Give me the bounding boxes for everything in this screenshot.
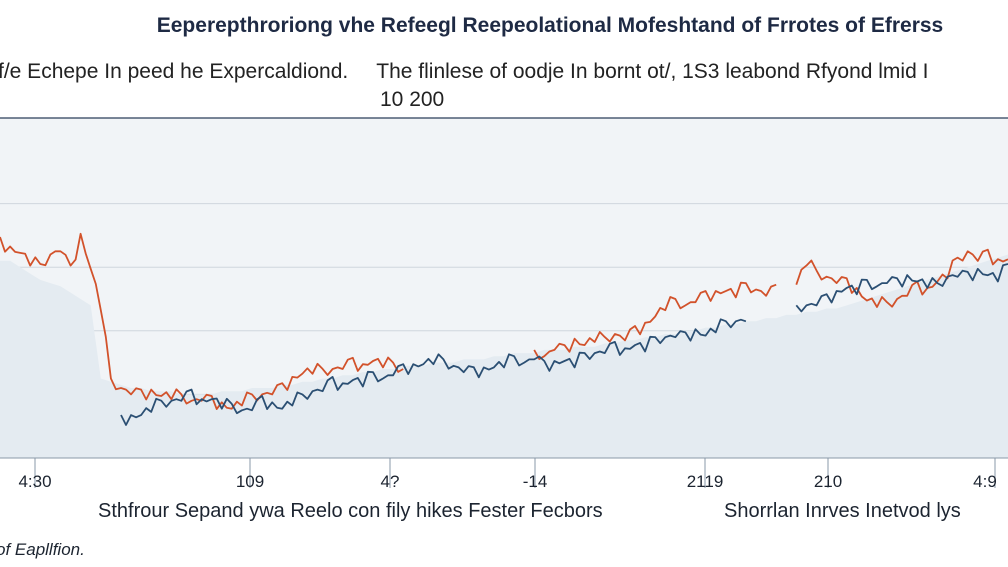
x-tick-label: -14 <box>523 472 548 491</box>
x-tick-label: 210 <box>814 472 842 491</box>
subtitle-right: The flinlese of oodje In bornt ot/, 1S3 … <box>376 60 929 83</box>
background-area <box>0 254 1008 458</box>
series-line-b <box>120 318 747 426</box>
subtitle-left: f/e Echepe In peed he Expercaldiond. <box>0 60 349 83</box>
x-axis-label-right: Shorrlan Inrves Inetvod lys <box>724 500 961 522</box>
x-ticks: 4:30 109 4? -14 2119 210 4:9 <box>18 458 997 491</box>
chart-subtitle: f/e Echepe In peed he Expercaldiond. The … <box>0 60 928 84</box>
subtitle-continued: 10 200 <box>380 88 445 111</box>
chart-title: Eeperepthroriong vhe Refeegl Reepeolatio… <box>156 14 944 37</box>
x-tick-label: 4? <box>381 472 400 491</box>
source-note: of Eapllfion. <box>0 540 85 559</box>
x-tick-label: 4:30 <box>18 472 51 491</box>
series-line-b <box>795 263 1008 313</box>
x-tick-label: 109 <box>236 472 264 491</box>
series-line-a <box>795 248 1008 308</box>
x-tick-label: 2119 <box>687 472 724 491</box>
x-tick-label: 4:9 <box>973 472 997 491</box>
series-line-a <box>0 232 404 410</box>
series-lines <box>0 232 1008 426</box>
series-line-a <box>533 281 777 360</box>
x-axis-label-left: Sthfrour Sepand ywa Reelo con fily hikes… <box>98 500 603 522</box>
area-fill <box>0 254 1008 458</box>
